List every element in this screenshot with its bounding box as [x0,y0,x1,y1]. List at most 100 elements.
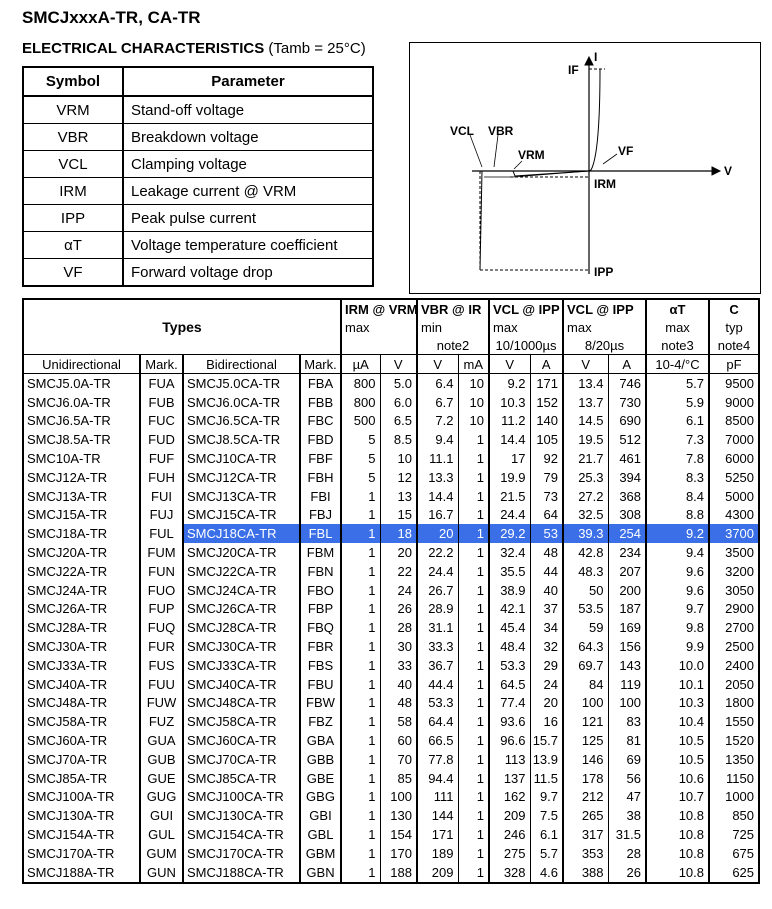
alpha-t-cell: 9.7 [645,599,710,619]
table-row[interactable]: SMCJ24A-TR FUO SMCJ24CA-TR FBO 1 24 26.7 1 38.9 4… [23,580,760,600]
irm-cell: 1 [340,561,381,581]
table-row[interactable]: SMCJ28A-TR FUQ SMCJ28CA-TR FBQ 1 28 31.1 1 45.4 3… [23,618,760,638]
irm-cell: 5 [340,449,381,468]
vbr-cell: 44.4 [416,674,459,694]
table-row[interactable]: SMCJ130A-TR GUI SMCJ130CA-TR GBI 1 130 144 1 209… [23,806,760,826]
vbr-cell: 36.7 [416,655,459,675]
ipp-10-1000-cell: 140 [530,411,564,431]
table-row[interactable]: SMCJ15A-TR FUJ SMCJ15CA-TR FBJ 1 15 16.7 1 24.4 6… [23,505,760,525]
unidirectional-cell: SMCJ58A-TR [23,712,141,732]
vcl-8-20-cell: 48.3 [562,561,609,581]
ipp-8-20-cell: 254 [608,524,647,544]
table-row[interactable]: SMCJ85A-TR GUE SMCJ85CA-TR GBE 1 85 94.4 1 137 11… [23,768,760,788]
table-row[interactable]: SMCJ5.0A-TR FUA SMCJ5.0CA-TR FBA 800 5.0 6.4 10… [23,373,760,393]
ipp-10-1000-cell: 79 [530,467,564,487]
mark-uni-cell: FUQ [139,618,184,638]
ir-cell: 1 [458,843,490,863]
v-axis-label: V [724,164,732,178]
vrm-cell: 170 [380,843,418,863]
symbol-cell: αT [23,231,124,259]
table-row[interactable]: SMC10A-TR FUF SMCJ10CA-TR FBF 5 10 11.1 1 17 92 21… [23,449,760,468]
ipp-8-20-cell: 31.5 [608,825,647,844]
table-row[interactable]: SMCJ26A-TR FUP SMCJ26CA-TR FBP 1 26 28.9 1 42.1 3… [23,599,760,619]
vcl-10-1000-note: 10/1000µs [488,336,564,355]
ipp-10-1000-cell: 11.5 [530,768,564,788]
mark-uni-cell: GUB [139,749,184,769]
symbol-cell: IPP [23,204,124,232]
vcl-10-1000-cell: 328 [488,862,531,883]
alpha-t-cell: 9.9 [645,637,710,656]
table-row[interactable]: SMCJ188A-TR GUN SMCJ188CA-TR GBN 1 188 209 1 328… [23,862,760,883]
table-row[interactable]: SMCJ6.5A-TR FUC SMCJ6.5CA-TR FBC 500 6.5 7.2 10… [23,411,760,431]
unidirectional-cell: SMCJ6.5A-TR [23,411,141,431]
vcl-10-1000-cell: 209 [488,806,531,826]
ipp-10-1000-cell: 92 [530,449,564,468]
symbol-cell: VCL [23,150,124,178]
ir-cell: 1 [458,825,490,844]
unidirectional-cell: SMCJ33A-TR [23,655,141,675]
capacitance-cell: 1520 [708,731,760,750]
irm-cell: 1 [340,674,381,694]
ipp-10-1000-cell: 6.1 [530,825,564,844]
unit-ipp-8: A [608,354,647,374]
irm-cell: 1 [340,524,381,544]
ipp-8-20-cell: 690 [608,411,647,431]
irm-cell: 1 [340,825,381,844]
mark-bi-cell: FBC [299,411,342,431]
ipp-10-1000-cell: 171 [530,373,564,393]
vcl-10-1000-cell: 93.6 [488,712,531,732]
mark-bi-cell: FBL [299,524,342,544]
table-row[interactable]: SMCJ22A-TR FUN SMCJ22CA-TR FBN 1 22 24.4 1 35.5 4… [23,561,760,581]
unidirectional-cell: SMCJ24A-TR [23,580,141,600]
alpha-t-cell: 10.7 [645,787,710,807]
table-row[interactable]: SMCJ33A-TR FUS SMCJ33CA-TR FBS 1 33 36.7 1 53.3 2… [23,655,760,675]
unidirectional-cell: SMCJ48A-TR [23,693,141,713]
bidirectional-cell: SMCJ154CA-TR [182,825,301,844]
unit-vbr: V [416,354,459,374]
ir-cell: 1 [458,505,490,525]
ir-cell: 1 [458,561,490,581]
vcl-10-1000-cell: 137 [488,768,531,788]
vcl-10-1000-cell: 32.4 [488,543,531,562]
vcl-10-1000-cell: 10.3 [488,392,531,412]
ir-cell: 10 [458,411,490,431]
vrm-cell: 5.0 [380,373,418,393]
table-row[interactable]: SMCJ58A-TR FUZ SMCJ58CA-TR FBZ 1 58 64.4 1 93.6 1… [23,712,760,732]
table-row[interactable]: SMCJ40A-TR FUU SMCJ40CA-TR FBU 1 40 44.4 1 64.5 2… [23,674,760,694]
symbol-row: VRM Stand-off voltage [23,95,373,124]
ipp-8-20-cell: 38 [608,806,647,826]
table-row[interactable]: SMCJ170A-TR GUM SMCJ170CA-TR GBM 1 170 189 1 275… [23,843,760,863]
vcl-8-20-cell: 353 [562,843,609,863]
table-row[interactable]: SMCJ12A-TR FUH SMCJ12CA-TR FBH 5 12 13.3 1 19.9 7… [23,467,760,487]
bidirectional-cell: SMCJ28CA-TR [182,618,301,638]
unidirectional-cell: SMCJ26A-TR [23,599,141,619]
mark-uni-cell: FUP [139,599,184,619]
section-title: ELECTRICAL CHARACTERISTICS (Tamb = 25°C) [22,40,366,57]
table-row[interactable]: SMCJ30A-TR FUR SMCJ30CA-TR FBR 1 30 33.3 1 48.4 3… [23,637,760,656]
table-row[interactable]: SMCJ18A-TR FUL SMCJ18CA-TR FBL 1 18 20 1 29.2 53 3… [23,524,760,544]
vbr-cell: 22.2 [416,543,459,562]
table-row[interactable]: SMCJ100A-TR GUG SMCJ100CA-TR GBG 1 100 111 1 162… [23,787,760,807]
alpha-t-note: note3 [645,336,710,355]
vcl-8-20-cell: 59 [562,618,609,638]
bidirectional-cell: SMCJ40CA-TR [182,674,301,694]
vrm-cell: 100 [380,787,418,807]
table-row[interactable]: SMCJ20A-TR FUM SMCJ20CA-TR FBM 1 20 22.2 1 32.4 4… [23,543,760,562]
ipp-8-20-cell: 169 [608,618,647,638]
v-axis-arrow [711,166,722,176]
vbr-cell: 26.7 [416,580,459,600]
table-row[interactable]: SMCJ60A-TR GUA SMCJ60CA-TR GBA 1 60 66.5 1 96.6 1… [23,731,760,750]
table-row[interactable]: SMCJ8.5A-TR FUD SMCJ8.5CA-TR FBD 5 8.5 9.4 1 14.… [23,430,760,450]
vcl-8-20-cell: 19.5 [562,430,609,450]
vcl-8-20-cell: 53.5 [562,599,609,619]
ipp-8-20-cell: 83 [608,712,647,732]
table-row[interactable]: SMCJ70A-TR GUB SMCJ70CA-TR GBB 1 70 77.8 1 113 13… [23,749,760,769]
bidirectional-cell: SMCJ12CA-TR [182,467,301,487]
table-row[interactable]: SMCJ13A-TR FUI SMCJ13CA-TR FBI 1 13 14.4 1 21.5 7… [23,486,760,506]
vrm-cell: 85 [380,768,418,788]
table-row[interactable]: SMCJ154A-TR GUL SMCJ154CA-TR GBL 1 154 171 1 246… [23,825,760,844]
table-row[interactable]: SMCJ6.0A-TR FUB SMCJ6.0CA-TR FBB 800 6.0 6.7 10… [23,392,760,412]
vcl-8-20-cell: 265 [562,806,609,826]
irm-cell: 1 [340,486,381,506]
table-row[interactable]: SMCJ48A-TR FUW SMCJ48CA-TR FBW 1 48 53.3 1 77.4 2… [23,693,760,713]
